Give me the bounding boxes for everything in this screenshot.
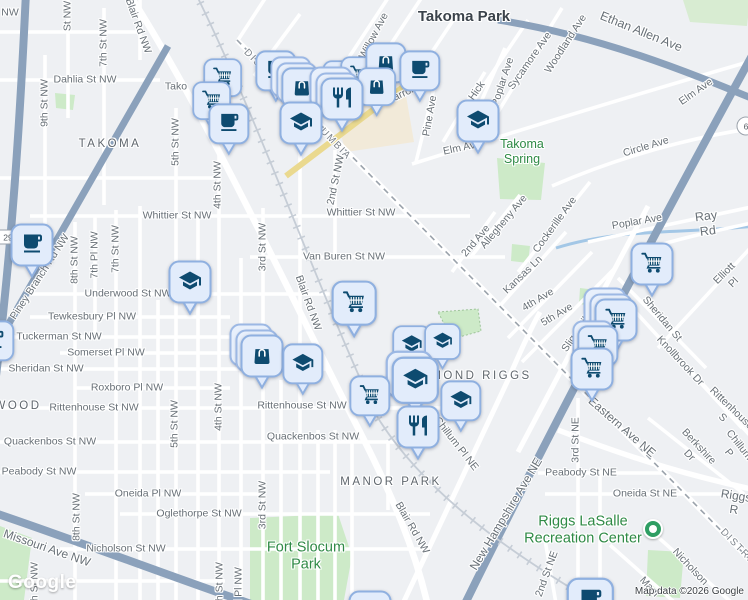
school-marker[interactable] xyxy=(167,259,213,322)
coffee-shop-marker[interactable] xyxy=(565,576,616,600)
coffee-shop-marker[interactable] xyxy=(207,102,251,162)
map-attribution: Map data ©2026 Google xyxy=(634,586,744,597)
park-poi-icon[interactable] xyxy=(643,519,663,539)
coffee-shop-marker[interactable] xyxy=(398,49,442,109)
school-marker[interactable] xyxy=(439,379,483,439)
school-marker[interactable] xyxy=(423,322,462,376)
route-shield: 6 xyxy=(736,116,748,136)
boundary-line xyxy=(236,39,748,560)
grocery-store-marker[interactable] xyxy=(629,241,675,304)
school-marker[interactable] xyxy=(390,355,441,424)
school-marker[interactable] xyxy=(455,98,501,161)
restaurant-marker[interactable] xyxy=(395,404,441,467)
restaurant-marker[interactable] xyxy=(319,76,365,139)
coffee-shop-marker[interactable] xyxy=(9,222,55,285)
grocery-store-marker[interactable] xyxy=(348,374,392,434)
school-marker[interactable] xyxy=(281,342,325,402)
google-logo[interactable]: Google xyxy=(8,572,77,593)
grocery-store-marker[interactable] xyxy=(330,279,378,345)
coffee-shop-marker[interactable] xyxy=(0,319,16,379)
grocery-store-marker[interactable] xyxy=(569,346,615,409)
school-marker[interactable] xyxy=(278,100,324,163)
coffee-shop-marker[interactable] xyxy=(347,589,393,600)
shopping-marker[interactable] xyxy=(239,333,285,396)
